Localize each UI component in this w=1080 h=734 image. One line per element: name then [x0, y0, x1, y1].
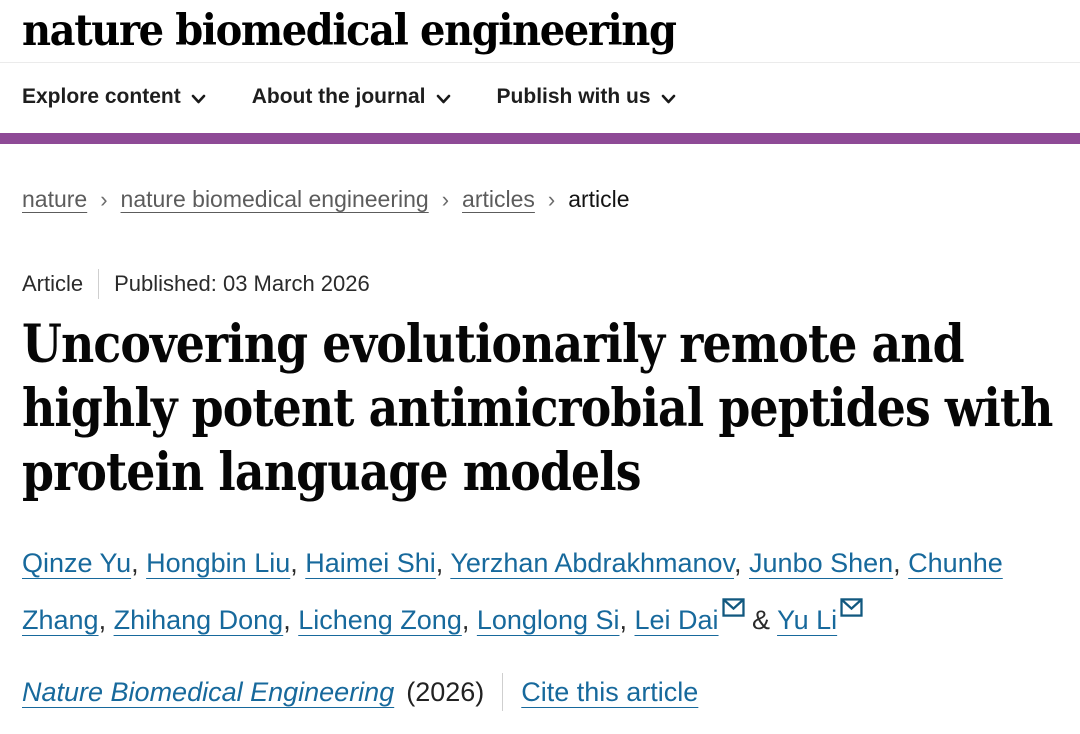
breadcrumb-article: article: [568, 186, 630, 213]
nav-label: Publish with us: [496, 85, 651, 109]
breadcrumb-nature-biomedical-engineering[interactable]: nature biomedical engineering: [120, 186, 429, 213]
meta-divider: [98, 269, 100, 300]
breadcrumb-separator: ›: [100, 186, 108, 212]
author-link-hongbin-liu[interactable]: Hongbin Liu: [146, 548, 291, 579]
author-link-chunhe-zhang[interactable]: Chunhe Zhang: [22, 548, 1003, 636]
article-title: Uncovering evolutionarily remote and high…: [22, 313, 1058, 505]
cite-this-article-link[interactable]: Cite this article: [521, 676, 699, 707]
article-header: nature › nature biomedical engineering › art…: [0, 186, 1080, 712]
citation-line: Nature Biomedical Engineering (2026) Cit…: [22, 673, 1058, 712]
nav-publish-with-us[interactable]: Publish with us: [497, 85, 676, 109]
email-icon[interactable]: [840, 580, 863, 637]
brand-bar: [0, 133, 1080, 145]
author-link-yerzhan-abdrakhmanov[interactable]: Yerzhan Abdrakhmanov: [450, 548, 735, 579]
nav-about-the-journal[interactable]: About the journal: [252, 85, 451, 109]
author-separator: ,: [734, 548, 750, 579]
author-link-longlong-si[interactable]: Longlong Si: [476, 605, 620, 636]
main-nav: Explore content About the journal Publish …: [0, 62, 1080, 133]
author-link-junbo-shen[interactable]: Junbo Shen: [749, 548, 894, 579]
author-separator: ,: [435, 548, 451, 579]
breadcrumb-separator: ›: [441, 186, 450, 212]
email-icon[interactable]: [721, 580, 745, 637]
author-link-licheng-zong[interactable]: Licheng Zong: [298, 605, 462, 636]
author-separator: ,: [893, 548, 909, 579]
article-type-label: Article: [22, 271, 84, 297]
breadcrumb: nature › nature biomedical engineering › art…: [22, 186, 1058, 213]
nav-explore-content[interactable]: Explore content: [22, 85, 206, 109]
nav-label: About the journal: [251, 85, 426, 109]
nav-label: Explore content: [22, 85, 181, 109]
author-link-lei-dai[interactable]: Lei Dai: [634, 605, 719, 636]
article-title-line: highly potent antimicrobial peptides wit…: [22, 378, 1053, 440]
author-separator: ,: [290, 548, 306, 579]
journal-logo[interactable]: nature biomedical engineering: [22, 6, 677, 56]
author-separator: ,: [283, 605, 299, 636]
breadcrumb-nature[interactable]: nature: [22, 186, 88, 213]
author-link-zhihang-dong[interactable]: Zhihang Dong: [113, 605, 284, 636]
author-link-haimei-shi[interactable]: Haimei Shi: [305, 548, 436, 579]
chevron-down-icon: [661, 94, 676, 104]
author-list: Qinze Yu, Hongbin Liu, Haimei Shi, Yerzh…: [22, 535, 1058, 649]
author-ampersand: &: [744, 605, 778, 636]
author-link-yu-li[interactable]: Yu Li: [777, 605, 838, 636]
article-meta: Article Published: 03 March 2026: [22, 269, 1058, 300]
article-page: nature biomedical engineering Explore co…: [0, 0, 1080, 712]
breadcrumb-separator: ›: [547, 186, 556, 212]
chevron-down-icon: [191, 94, 206, 104]
article-title-line: Uncovering evolutionarily remote and: [22, 314, 965, 376]
breadcrumb-articles[interactable]: articles: [462, 186, 535, 213]
published-date: Published: 03 March 2026: [114, 271, 370, 297]
article-title-line: protein language models: [22, 442, 642, 504]
citation-year: (2026): [406, 676, 485, 707]
journal-link[interactable]: Nature Biomedical Engineering: [22, 676, 395, 707]
site-header: nature biomedical engineering: [0, 0, 1080, 62]
author-separator: ,: [461, 605, 477, 636]
author-separator: ,: [98, 605, 114, 636]
author-separator: ,: [131, 548, 147, 579]
author-separator: ,: [619, 605, 635, 636]
citation-divider: [502, 673, 504, 712]
author-link-qinze-yu[interactable]: Qinze Yu: [22, 548, 132, 579]
chevron-down-icon: [436, 94, 451, 104]
